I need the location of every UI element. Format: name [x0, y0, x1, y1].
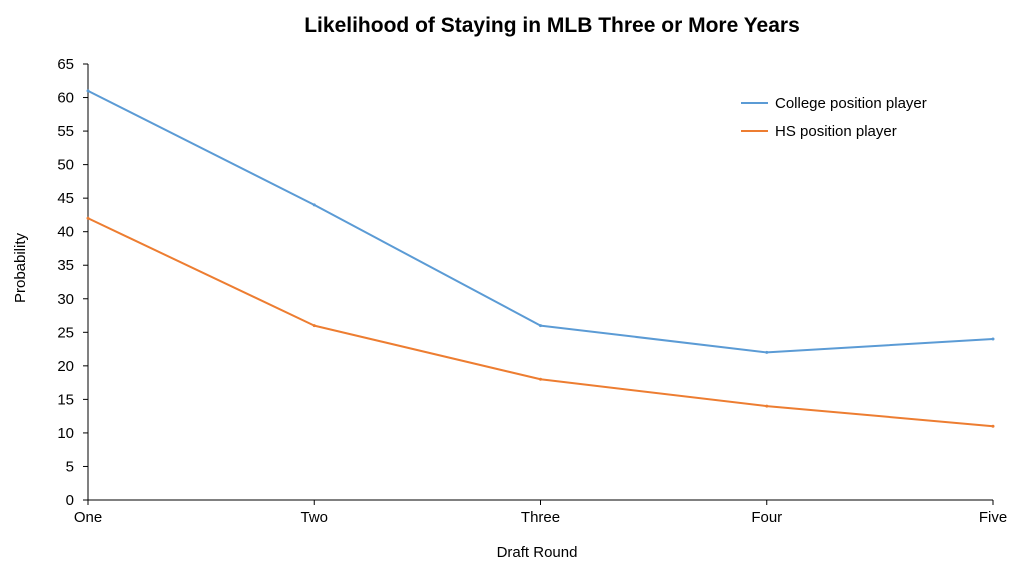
y-tick-label: 50: [57, 157, 74, 174]
data-point: [765, 350, 769, 354]
y-tick-label: 40: [57, 224, 74, 241]
y-tick-label: 20: [57, 358, 74, 375]
y-tick-label: 60: [57, 90, 74, 107]
y-axis-title: Probability: [12, 232, 29, 303]
x-tick-label: Two: [300, 509, 328, 526]
x-axis-title: Draft Round: [497, 544, 578, 561]
x-axis-ticks: One Two Three Four Five: [74, 500, 1007, 526]
data-point: [539, 377, 542, 381]
chart-title: Likelihood of Staying in MLB Three or Mo…: [304, 14, 800, 37]
legend-label: HS position player: [775, 123, 897, 140]
data-point: [539, 324, 542, 328]
y-tick-label: 25: [57, 324, 74, 341]
x-tick-label: Three: [521, 509, 560, 526]
data-point: [86, 216, 90, 220]
series-1: [86, 89, 995, 354]
legend: College position player HS position playe…: [741, 95, 927, 140]
y-tick-label: 10: [57, 425, 74, 442]
legend-label: College position player: [775, 95, 927, 112]
x-tick-label: Four: [751, 509, 782, 526]
data-point: [312, 203, 316, 207]
data-point: [765, 404, 769, 408]
y-tick-label: 35: [57, 257, 74, 274]
y-tick-label: 45: [57, 190, 74, 207]
y-axis-ticks: 0 5 10 15 20 25 30 35 40 45 50 55 60 65: [57, 56, 88, 509]
series-2: [86, 216, 995, 428]
data-point: [312, 324, 316, 328]
series-group: [86, 89, 995, 428]
y-tick-label: 65: [57, 56, 74, 73]
y-tick-label: 30: [57, 291, 74, 308]
series-line: [87, 217, 994, 428]
x-tick-label: One: [74, 509, 102, 526]
y-tick-label: 15: [57, 391, 74, 408]
data-point: [86, 89, 90, 93]
data-point: [991, 424, 995, 428]
y-tick-label: 0: [66, 492, 74, 509]
data-point: [991, 337, 995, 341]
y-tick-label: 5: [66, 458, 74, 475]
legend-item: College position player: [741, 95, 927, 112]
y-tick-label: 55: [57, 123, 74, 140]
x-tick-label: Five: [979, 509, 1007, 526]
legend-item: HS position player: [741, 123, 897, 140]
